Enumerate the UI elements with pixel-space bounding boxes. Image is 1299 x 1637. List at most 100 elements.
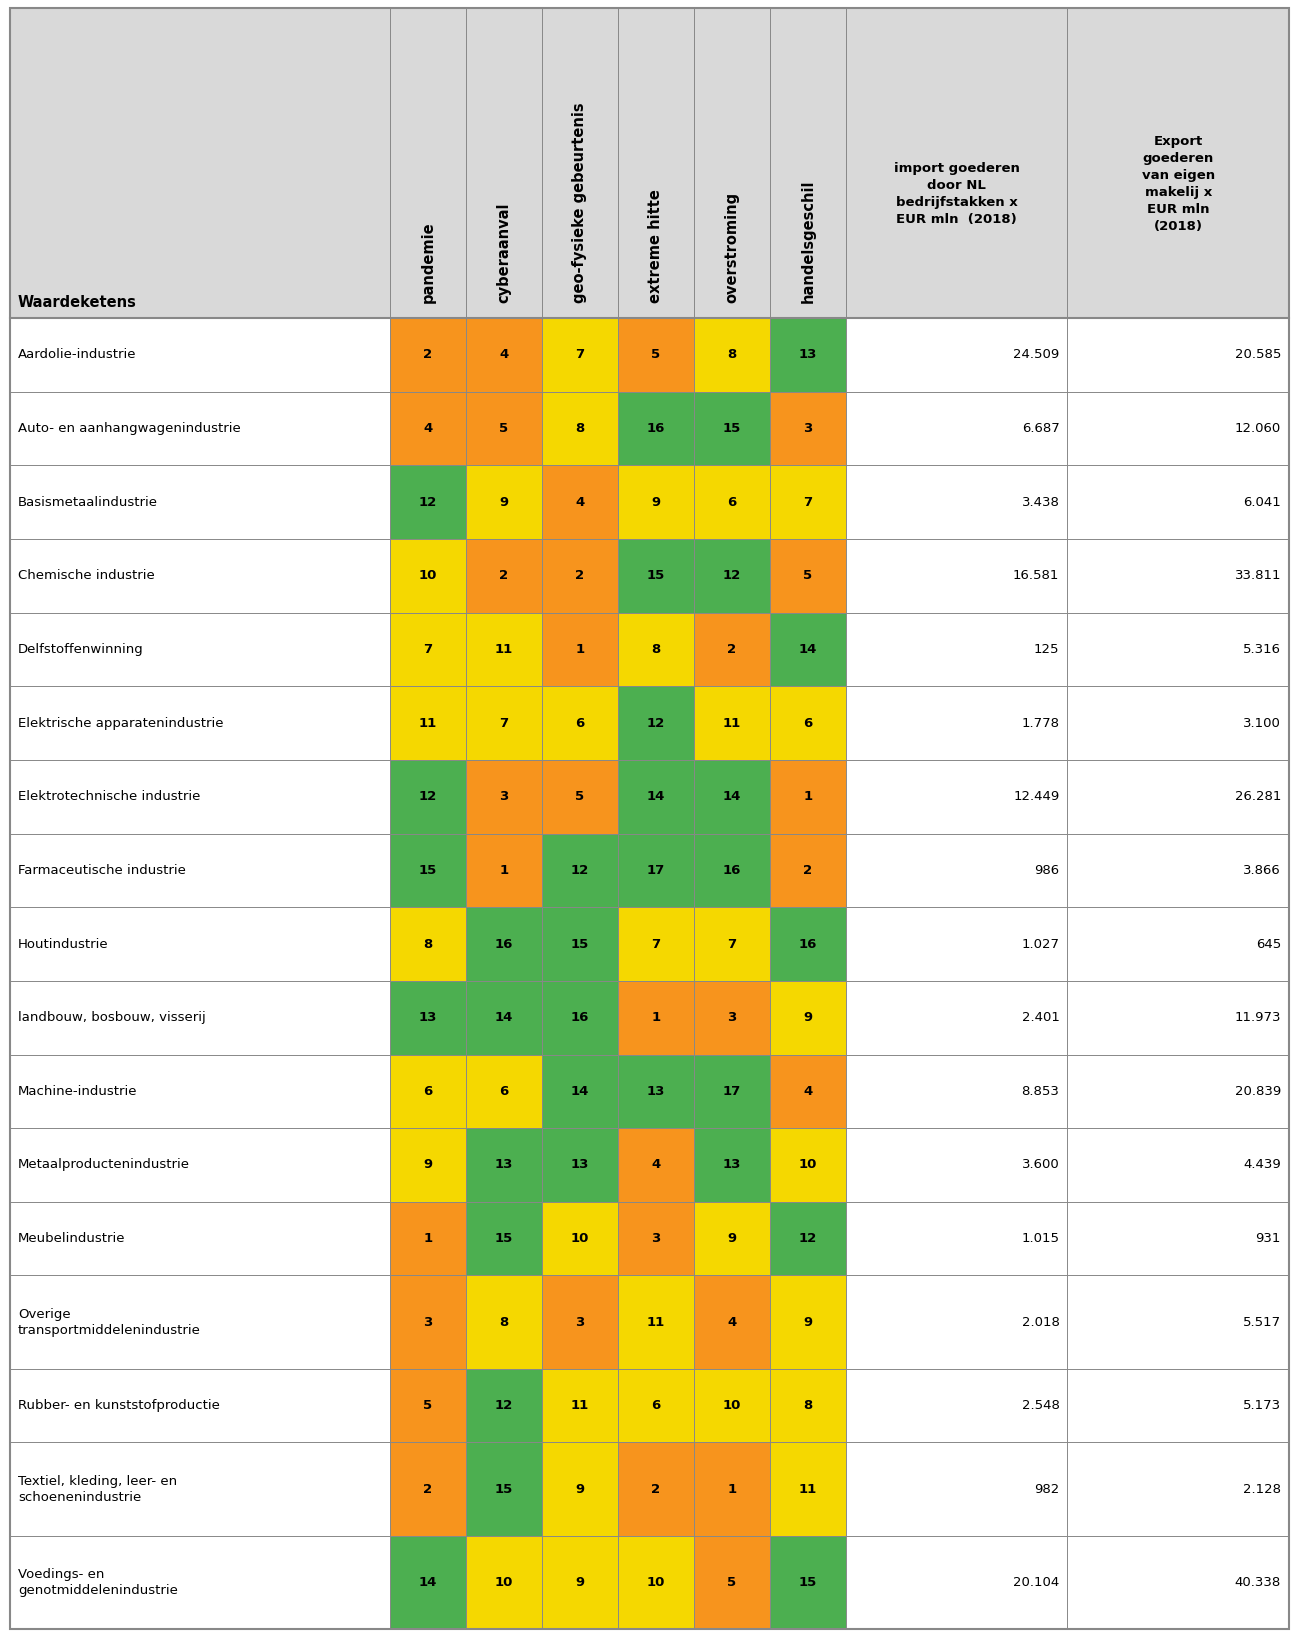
Text: 9: 9 [423,1159,433,1172]
Text: landbouw, bosbouw, visserij: landbouw, bosbouw, visserij [18,1012,205,1025]
Text: 13: 13 [570,1159,588,1172]
Text: 6: 6 [651,1400,660,1413]
Text: 16: 16 [570,1012,588,1025]
Text: Chemische industrie: Chemische industrie [18,570,155,583]
Bar [466,686,542,760]
Bar [770,833,846,907]
Bar [618,612,694,686]
Text: 15: 15 [418,864,436,877]
Bar [10,1369,1289,1442]
Text: 12: 12 [799,1233,817,1246]
Text: 16: 16 [799,938,817,951]
Text: 8: 8 [423,938,433,951]
Text: 5: 5 [727,1576,737,1590]
Text: 2: 2 [803,864,812,877]
Bar [618,391,694,465]
Text: 9: 9 [651,496,660,509]
Bar [10,1536,1289,1629]
Bar [542,465,618,539]
Text: 2: 2 [423,1483,433,1496]
Text: 986: 986 [1034,864,1060,877]
Text: Voedings- en
genotmiddelenindustrie: Voedings- en genotmiddelenindustrie [18,1568,178,1596]
Text: 16: 16 [647,422,665,435]
Bar [10,760,1289,833]
Text: 12: 12 [570,864,588,877]
Bar [466,1369,542,1442]
Bar [618,907,694,981]
Text: Basismetaalindustrie: Basismetaalindustrie [18,496,158,509]
Text: 15: 15 [570,938,588,951]
Text: 3.866: 3.866 [1243,864,1281,877]
Text: 12.449: 12.449 [1013,791,1060,804]
Bar [466,833,542,907]
Text: 20.104: 20.104 [1013,1576,1060,1590]
Bar [390,1128,466,1202]
Text: 4: 4 [575,496,585,509]
Bar [390,612,466,686]
Text: 2.548: 2.548 [1021,1400,1060,1413]
Text: 9: 9 [803,1012,812,1025]
Text: import goederen
door NL
bedrijfstakken x
EUR mln  (2018): import goederen door NL bedrijfstakken x… [894,162,1020,226]
Text: 16: 16 [722,864,740,877]
Text: 14: 14 [799,643,817,656]
Bar [10,1275,1289,1369]
Bar [694,1054,770,1128]
Text: 10: 10 [647,1576,665,1590]
Text: 3: 3 [575,1316,585,1329]
Text: 9: 9 [575,1576,585,1590]
Text: 3.100: 3.100 [1243,717,1281,730]
Text: 14: 14 [418,1576,436,1590]
Text: Rubber- en kunststofproductie: Rubber- en kunststofproductie [18,1400,220,1413]
Bar [466,318,542,391]
Text: 931: 931 [1256,1233,1281,1246]
Bar [618,318,694,391]
Bar [694,833,770,907]
Text: 4: 4 [499,349,508,362]
Text: 5.173: 5.173 [1243,1400,1281,1413]
Text: 1: 1 [575,643,585,656]
Bar [694,1128,770,1202]
Text: Elektrische apparatenindustrie: Elektrische apparatenindustrie [18,717,223,730]
Bar [542,981,618,1054]
Text: Auto- en aanhangwagenindustrie: Auto- en aanhangwagenindustrie [18,422,240,435]
Text: Machine-industrie: Machine-industrie [18,1085,138,1098]
Text: 10: 10 [495,1576,513,1590]
Text: 7: 7 [423,643,433,656]
Bar [542,1369,618,1442]
Bar [770,539,846,612]
Text: 2: 2 [575,570,585,583]
Text: Elektrotechnische industrie: Elektrotechnische industrie [18,791,200,804]
Bar [466,1442,542,1536]
Bar [694,1369,770,1442]
Text: 7: 7 [727,938,737,951]
Text: 20.839: 20.839 [1235,1085,1281,1098]
Bar [770,686,846,760]
Text: 3.438: 3.438 [1021,496,1060,509]
Bar [770,760,846,833]
Bar [390,833,466,907]
Text: 13: 13 [418,1012,436,1025]
Bar [618,1275,694,1369]
Text: 10: 10 [418,570,436,583]
Bar [618,760,694,833]
Bar [466,981,542,1054]
Text: 645: 645 [1256,938,1281,951]
Text: 10: 10 [722,1400,740,1413]
Text: 7: 7 [575,349,585,362]
Bar [618,465,694,539]
Text: 11: 11 [418,717,436,730]
Text: 1.778: 1.778 [1021,717,1060,730]
Bar [618,539,694,612]
Text: 4: 4 [423,422,433,435]
Bar [466,1202,542,1275]
Text: 6.041: 6.041 [1243,496,1281,509]
Bar [542,1202,618,1275]
Text: Houtindustrie: Houtindustrie [18,938,109,951]
Text: 3.600: 3.600 [1021,1159,1060,1172]
Bar [390,1442,466,1536]
Text: 24.509: 24.509 [1013,349,1060,362]
Bar [10,612,1289,686]
Bar [542,686,618,760]
Bar [618,1369,694,1442]
Text: 15: 15 [799,1576,817,1590]
